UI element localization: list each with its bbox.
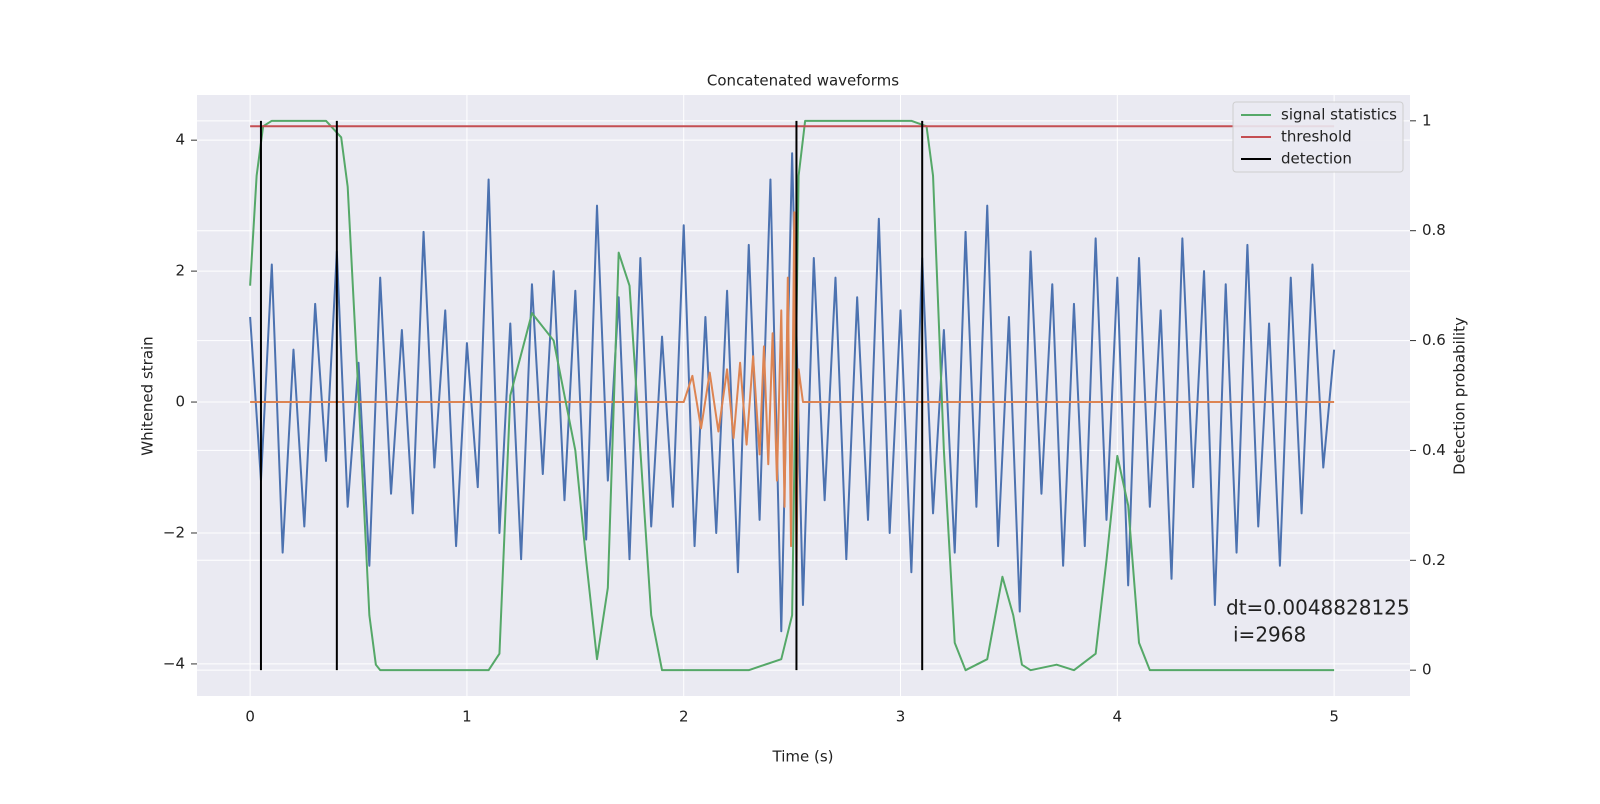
series-line (249, 119, 1335, 672)
y-tick-label: 2 (175, 262, 185, 280)
legend-label: signal statistics (1281, 106, 1397, 124)
y-axis-label: Whitened strain (139, 336, 157, 455)
chart-title: Concatenated waveforms (707, 72, 899, 90)
legend-box (1232, 101, 1404, 173)
y2-tick-label: 0.8 (1422, 221, 1446, 239)
series-line (249, 152, 1336, 633)
y2-tick-label: 0 (1422, 661, 1432, 679)
y2-tick-label: 0.2 (1422, 551, 1446, 569)
y2-tick-label: 0.6 (1422, 331, 1446, 349)
x-tick-label: 0 (245, 708, 255, 726)
marks (249, 119, 1336, 672)
x-tick-label: 2 (679, 708, 689, 726)
y2-tick-label: 1 (1422, 111, 1432, 129)
axes: 0 1 2 3 4 5 −4 −2 0 2 4 0 0.2 0.4 0.6 0.8 1 (163, 111, 1446, 725)
y-tick-label: −2 (163, 523, 185, 541)
legend-label: detection (1281, 150, 1352, 168)
x-tick-label: 5 (1329, 708, 1339, 726)
y2-tick-label: 0.4 (1422, 441, 1446, 459)
y-tick-label: 4 (175, 131, 185, 149)
annotation: dt=0.0048828125 (1226, 596, 1410, 620)
y2-axis-label: Detection probability (1451, 317, 1469, 475)
legend-label: threshold (1281, 128, 1352, 146)
x-tick-label: 3 (896, 708, 906, 726)
x-tick-label: 1 (462, 708, 472, 726)
x-axis-label: Time (s) (772, 748, 834, 766)
legend: signal statistics threshold detection (1232, 101, 1404, 173)
y-tick-label: −4 (163, 654, 185, 672)
x-tick-label: 4 (1113, 708, 1123, 726)
y-tick-label: 0 (175, 393, 185, 411)
annotation: i=2968 (1233, 623, 1306, 647)
